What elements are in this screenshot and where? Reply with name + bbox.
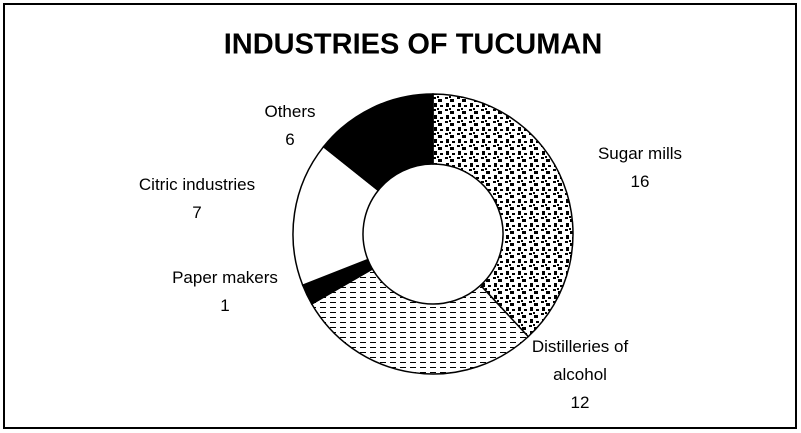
donut-segment [310,267,530,375]
donut-segment [322,93,434,192]
slice-label: Citric industries [138,175,256,194]
frame [3,3,797,429]
slice-label: Others [264,102,316,121]
slice-value: 7 [192,203,202,222]
slice-value: 12 [570,393,590,412]
donut-segment [432,93,574,338]
slice-value: 16 [630,172,650,191]
slice-label: Paper makers [172,268,278,287]
slice-value: 6 [285,130,295,149]
slice-label: Distilleries of alcohol [531,337,629,384]
chart-title: INDUSTRIES OF TUCUMAN [224,29,603,61]
slice-value: 1 [220,296,230,315]
slice-label: Sugar mills [597,144,683,163]
